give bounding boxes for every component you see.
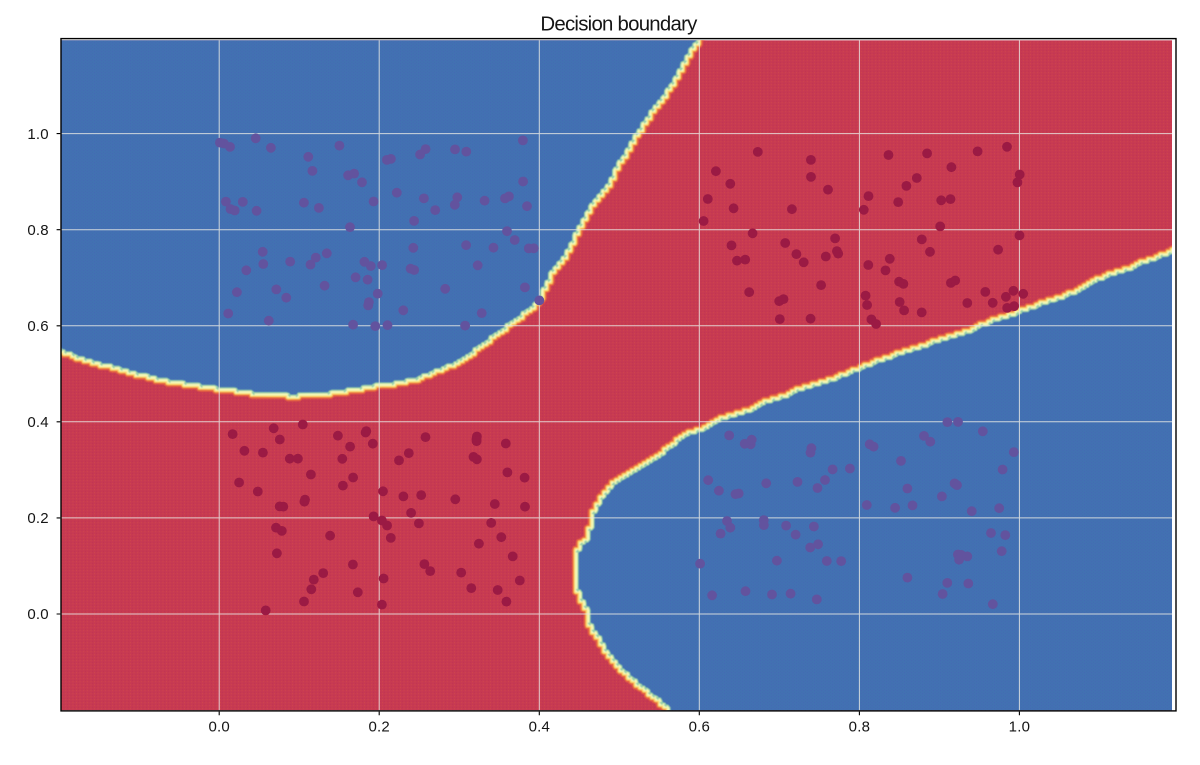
- svg-text:0.0: 0.0: [208, 718, 229, 735]
- svg-text:0.0: 0.0: [27, 606, 48, 623]
- svg-text:0.4: 0.4: [27, 414, 48, 431]
- svg-text:0.4: 0.4: [529, 718, 550, 735]
- svg-text:0.8: 0.8: [849, 718, 870, 735]
- svg-text:0.8: 0.8: [27, 222, 48, 239]
- svg-text:0.6: 0.6: [27, 318, 48, 335]
- svg-text:1.0: 1.0: [1009, 718, 1030, 735]
- svg-text:1.0: 1.0: [27, 126, 48, 143]
- svg-text:0.6: 0.6: [689, 718, 710, 735]
- svg-text:0.2: 0.2: [368, 718, 389, 735]
- svg-text:Decision boundary: Decision boundary: [540, 14, 698, 36]
- svg-text:0.2: 0.2: [27, 510, 48, 527]
